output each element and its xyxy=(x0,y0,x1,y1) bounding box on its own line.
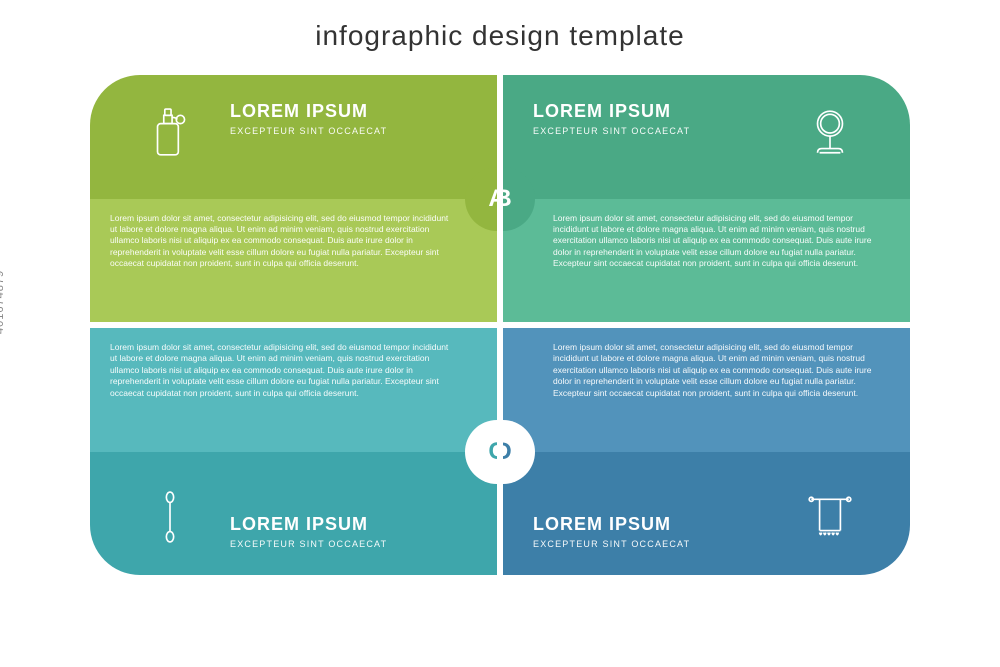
perfume-bottle-icon xyxy=(142,105,198,161)
panel-d-body-text: Lorem ipsum dolor sit amet, consectetur … xyxy=(553,342,890,399)
infographic-grid: LOREM IPSUM EXCEPTEUR SINT OCCAECAT A Lo… xyxy=(90,75,910,575)
panel-c: Lorem ipsum dolor sit amet, consectetur … xyxy=(90,328,497,575)
panel-a-body-text: Lorem ipsum dolor sit amet, consectetur … xyxy=(110,213,455,270)
panel-b-header: LOREM IPSUM EXCEPTEUR SINT OCCAECAT B xyxy=(503,75,910,199)
panel-a-subheading: EXCEPTEUR SINT OCCAECAT xyxy=(230,126,387,136)
panel-a-header: LOREM IPSUM EXCEPTEUR SINT OCCAECAT A xyxy=(90,75,497,199)
panel-c-header: LOREM IPSUM EXCEPTEUR SINT OCCAECAT C xyxy=(90,452,497,576)
panel-d: Lorem ipsum dolor sit amet, consectetur … xyxy=(503,328,910,575)
panel-c-subheading: EXCEPTEUR SINT OCCAECAT xyxy=(230,539,387,549)
page-title: infographic design template xyxy=(0,20,1000,52)
panel-a-heading: LOREM IPSUM xyxy=(230,101,387,122)
panel-d-body: Lorem ipsum dolor sit amet, consectetur … xyxy=(503,328,910,452)
cotton-swab-icon xyxy=(142,489,198,545)
panel-c-body: Lorem ipsum dolor sit amet, consectetur … xyxy=(90,328,497,452)
panel-d-heading: LOREM IPSUM xyxy=(533,514,690,535)
panel-b: LOREM IPSUM EXCEPTEUR SINT OCCAECAT B Lo… xyxy=(503,75,910,322)
panel-c-body-text: Lorem ipsum dolor sit amet, consectetur … xyxy=(110,342,455,399)
panel-d-header: LOREM IPSUM EXCEPTEUR SINT OCCAECAT D xyxy=(503,452,910,576)
panel-c-heading: LOREM IPSUM xyxy=(230,514,387,535)
panel-b-subheading: EXCEPTEUR SINT OCCAECAT xyxy=(533,126,690,136)
panel-b-heading: LOREM IPSUM xyxy=(533,101,690,122)
panel-a-body: Lorem ipsum dolor sit amet, consectetur … xyxy=(90,199,497,323)
panel-b-body-text: Lorem ipsum dolor sit amet, consectetur … xyxy=(553,213,890,270)
panel-a: LOREM IPSUM EXCEPTEUR SINT OCCAECAT A Lo… xyxy=(90,75,497,322)
mirror-icon xyxy=(802,105,858,161)
towel-rack-icon xyxy=(802,489,858,545)
panel-b-body: Lorem ipsum dolor sit amet, consectetur … xyxy=(503,199,910,323)
watermark: 401674879 xyxy=(0,269,6,333)
panel-d-subheading: EXCEPTEUR SINT OCCAECAT xyxy=(533,539,690,549)
